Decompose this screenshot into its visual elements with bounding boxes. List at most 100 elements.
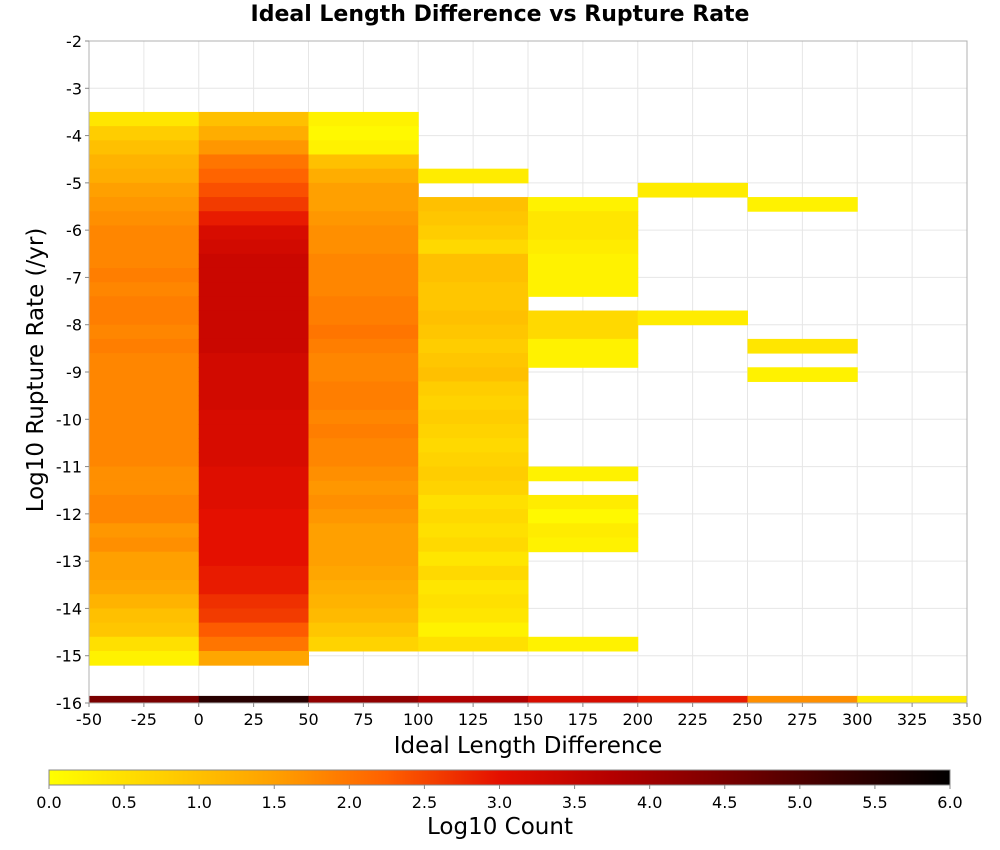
x-tick-label: 325 — [897, 710, 928, 729]
heatmap-cell — [308, 395, 419, 411]
heatmap-cell — [89, 111, 200, 127]
x-tick-label: 275 — [787, 710, 818, 729]
heatmap-cell — [528, 353, 639, 368]
heatmap-cell — [308, 551, 419, 567]
heatmap-cell — [308, 424, 419, 439]
heatmap-cell — [418, 253, 529, 269]
heatmap-cell — [89, 608, 200, 624]
heatmap-cell — [89, 395, 200, 411]
heatmap-cell — [418, 523, 529, 538]
heatmap-cell — [418, 381, 529, 397]
heatmap-cell — [747, 338, 858, 354]
heatmap-cell — [198, 310, 309, 326]
heatmap-cell — [198, 126, 309, 141]
heatmap-cell — [89, 494, 200, 510]
heatmap-cell — [198, 225, 309, 241]
heatmap-cell — [198, 523, 309, 538]
heatmap-cell — [528, 509, 639, 524]
heatmap-cell — [198, 381, 309, 397]
x-axis-label: Ideal Length Difference — [393, 733, 663, 759]
heatmap-cell — [89, 197, 200, 212]
heatmap-cell — [198, 580, 309, 595]
colorbar-tick-label: 3.0 — [487, 793, 512, 812]
heatmap-cell — [308, 338, 419, 354]
heatmap-cell — [747, 197, 858, 212]
heatmap-cell — [308, 622, 419, 638]
heatmap-cell — [198, 594, 309, 609]
heatmap-cell — [418, 338, 529, 354]
heatmap-cell — [198, 466, 309, 482]
colorbar-tick-label: 4.5 — [712, 793, 737, 812]
heatmap-cell — [528, 310, 639, 326]
heatmap-cell — [198, 267, 309, 283]
heatmap-cell — [89, 239, 200, 255]
heatmap-cell — [308, 594, 419, 609]
heatmap-cell — [528, 211, 639, 226]
heatmap-cell — [308, 636, 419, 652]
heatmap-cell — [89, 650, 200, 666]
heatmap-cell — [418, 636, 529, 652]
y-tick-label: -16 — [56, 694, 82, 713]
marginal-row-cell — [308, 695, 419, 703]
y-tick-label: -15 — [56, 647, 82, 666]
y-tick-label: -4 — [66, 127, 82, 146]
heatmap-cell — [308, 310, 419, 326]
heatmap-cell — [89, 509, 200, 524]
heatmap-cell — [308, 608, 419, 624]
heatmap-cell — [89, 211, 200, 226]
heatmap-cell — [418, 480, 529, 496]
heatmap-cell — [198, 253, 309, 269]
y-tick-label: -5 — [66, 174, 82, 193]
colorbar-tick-label: 5.0 — [787, 793, 812, 812]
heatmap-cell — [89, 182, 200, 198]
x-tick-label: 50 — [298, 710, 318, 729]
heatmap-cell — [418, 580, 529, 595]
heatmap-cell — [89, 480, 200, 496]
heatmap-cell — [198, 636, 309, 652]
heatmap-cell — [418, 424, 529, 439]
heatmap-cell — [89, 594, 200, 609]
heatmap-cell — [89, 452, 200, 468]
heatmap-cell — [308, 452, 419, 468]
heatmap-cell — [308, 494, 419, 510]
heatmap-cell — [198, 509, 309, 524]
heatmap-cell — [308, 168, 419, 184]
heatmap-cell — [198, 409, 309, 425]
x-tick-label: 0 — [194, 710, 204, 729]
x-tick-label: 125 — [458, 710, 489, 729]
heatmap-cell — [308, 381, 419, 397]
heatmap-cell — [89, 523, 200, 538]
heatmap-cell — [198, 168, 309, 184]
colorbar-label: Log10 Count — [427, 814, 573, 840]
y-tick-label: -10 — [56, 410, 82, 429]
heatmap-cell — [418, 537, 529, 553]
heatmap-cell — [637, 310, 748, 326]
heatmap-cell — [308, 367, 419, 382]
heatmap-cell — [89, 310, 200, 326]
heatmap-cell — [418, 310, 529, 326]
heatmap-cell — [418, 438, 529, 453]
y-axis-label: Log10 Rupture Rate (/yr) — [23, 227, 49, 513]
heatmap-cell — [89, 353, 200, 368]
heatmap-cell — [308, 140, 419, 155]
heatmap-cell — [418, 594, 529, 609]
x-tick-label: -50 — [76, 710, 102, 729]
heatmap-cell — [308, 565, 419, 581]
heatmap-cell — [308, 509, 419, 524]
heatmap-cell — [89, 565, 200, 581]
y-tick-label: -9 — [66, 363, 82, 382]
colorbar-tick-label: 1.0 — [186, 793, 211, 812]
marginal-row-cell — [198, 695, 309, 703]
heatmap-cell — [198, 537, 309, 553]
x-tick-label: 200 — [622, 710, 653, 729]
heatmap-cell — [198, 296, 309, 312]
heatmap-cell — [198, 182, 309, 198]
chart-title: Ideal Length Difference vs Rupture Rate — [250, 2, 750, 27]
heatmap-cell — [418, 324, 529, 340]
heatmap-cell — [198, 551, 309, 567]
heatmap-cell — [418, 282, 529, 297]
heatmap-cell — [747, 367, 858, 382]
x-tick-label: 300 — [842, 710, 873, 729]
heatmap-cell — [528, 197, 639, 212]
colorbar-tick-label: 4.0 — [637, 793, 662, 812]
